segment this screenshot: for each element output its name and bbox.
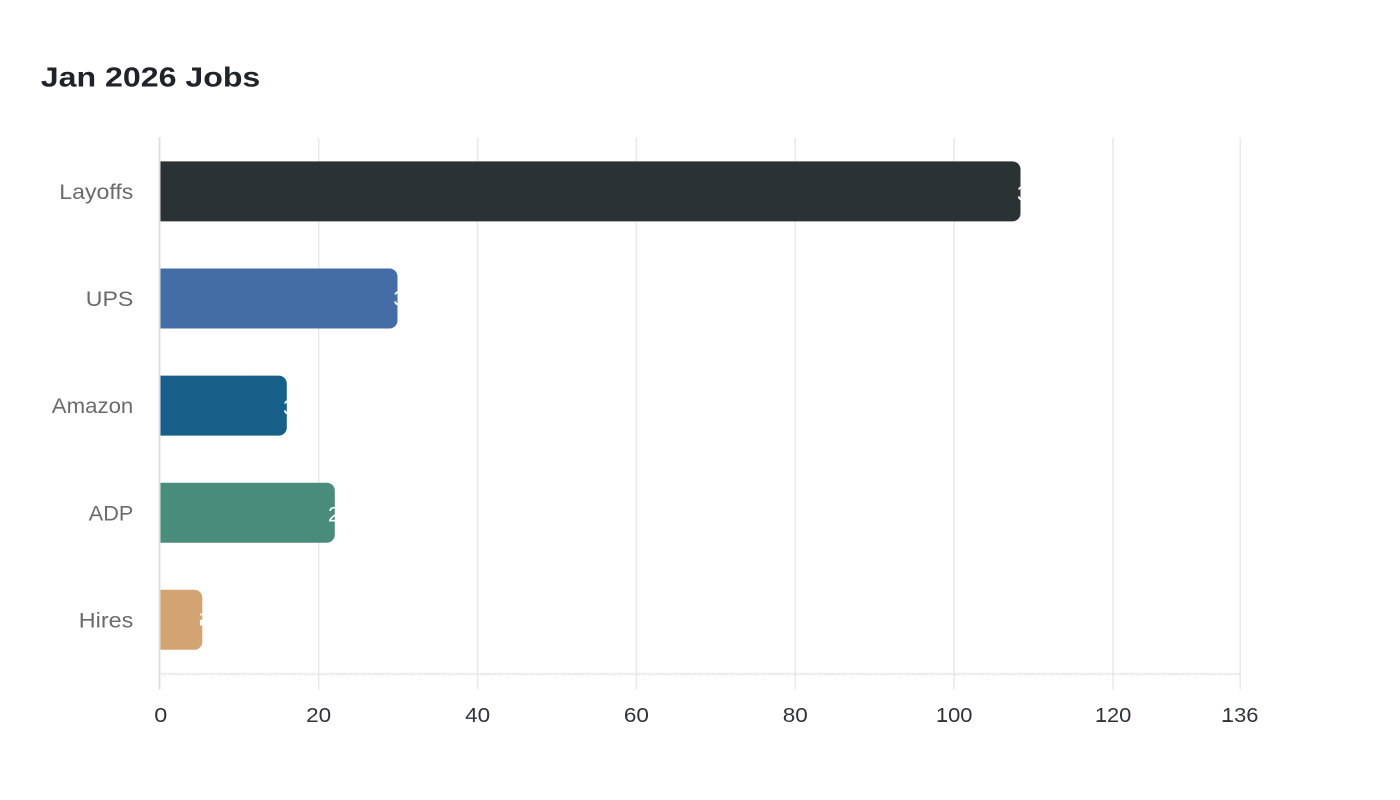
svg-text:ADP: ADP xyxy=(89,502,134,525)
svg-text:0: 0 xyxy=(154,705,167,727)
svg-text:Jan 2026 Jobs: Jan 2026 Jobs xyxy=(41,62,260,93)
svg-text:2: 2 xyxy=(328,503,340,526)
svg-text:3: 3 xyxy=(1017,183,1029,206)
svg-text:20: 20 xyxy=(306,705,331,727)
svg-text:40: 40 xyxy=(465,705,490,727)
svg-text:Layoffs: Layoffs xyxy=(59,181,133,204)
svg-text:3: 3 xyxy=(283,396,295,419)
svg-text:100: 100 xyxy=(936,705,973,727)
svg-text:80: 80 xyxy=(783,705,808,727)
svg-text:120: 120 xyxy=(1095,705,1132,727)
svg-text:60: 60 xyxy=(624,705,649,727)
svg-text:3: 3 xyxy=(393,287,405,310)
svg-text:Amazon: Amazon xyxy=(52,395,134,418)
svg-text:136: 136 xyxy=(1222,705,1259,727)
svg-text:Hires: Hires xyxy=(79,609,134,632)
svg-text:UPS: UPS xyxy=(86,288,134,311)
